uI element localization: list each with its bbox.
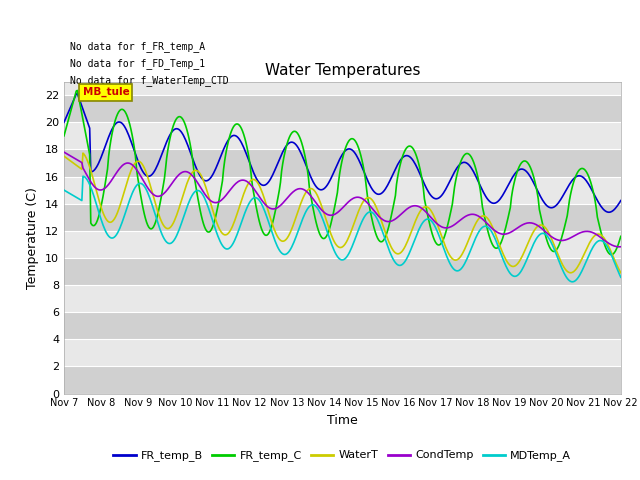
Bar — [64, 339, 621, 366]
X-axis label: Time: Time — [327, 414, 358, 427]
Text: No data for f_FD_Temp_1: No data for f_FD_Temp_1 — [70, 58, 205, 69]
Bar — [64, 149, 621, 177]
Bar — [64, 312, 621, 339]
Bar — [64, 366, 621, 394]
Text: No data for f_WaterTemp_CTD: No data for f_WaterTemp_CTD — [70, 75, 228, 86]
Title: Water Temperatures: Water Temperatures — [265, 63, 420, 78]
Bar — [64, 122, 621, 149]
Bar — [64, 285, 621, 312]
Y-axis label: Temperature (C): Temperature (C) — [26, 187, 39, 288]
Bar — [64, 204, 621, 231]
Bar — [64, 177, 621, 204]
Legend: FR_temp_B, FR_temp_C, WaterT, CondTemp, MDTemp_A: FR_temp_B, FR_temp_C, WaterT, CondTemp, … — [109, 446, 576, 466]
Bar — [64, 95, 621, 122]
Bar — [64, 231, 621, 258]
Text: No data for f_FR_temp_A: No data for f_FR_temp_A — [70, 41, 205, 52]
Text: MB_tule: MB_tule — [83, 87, 129, 97]
Bar — [64, 258, 621, 285]
